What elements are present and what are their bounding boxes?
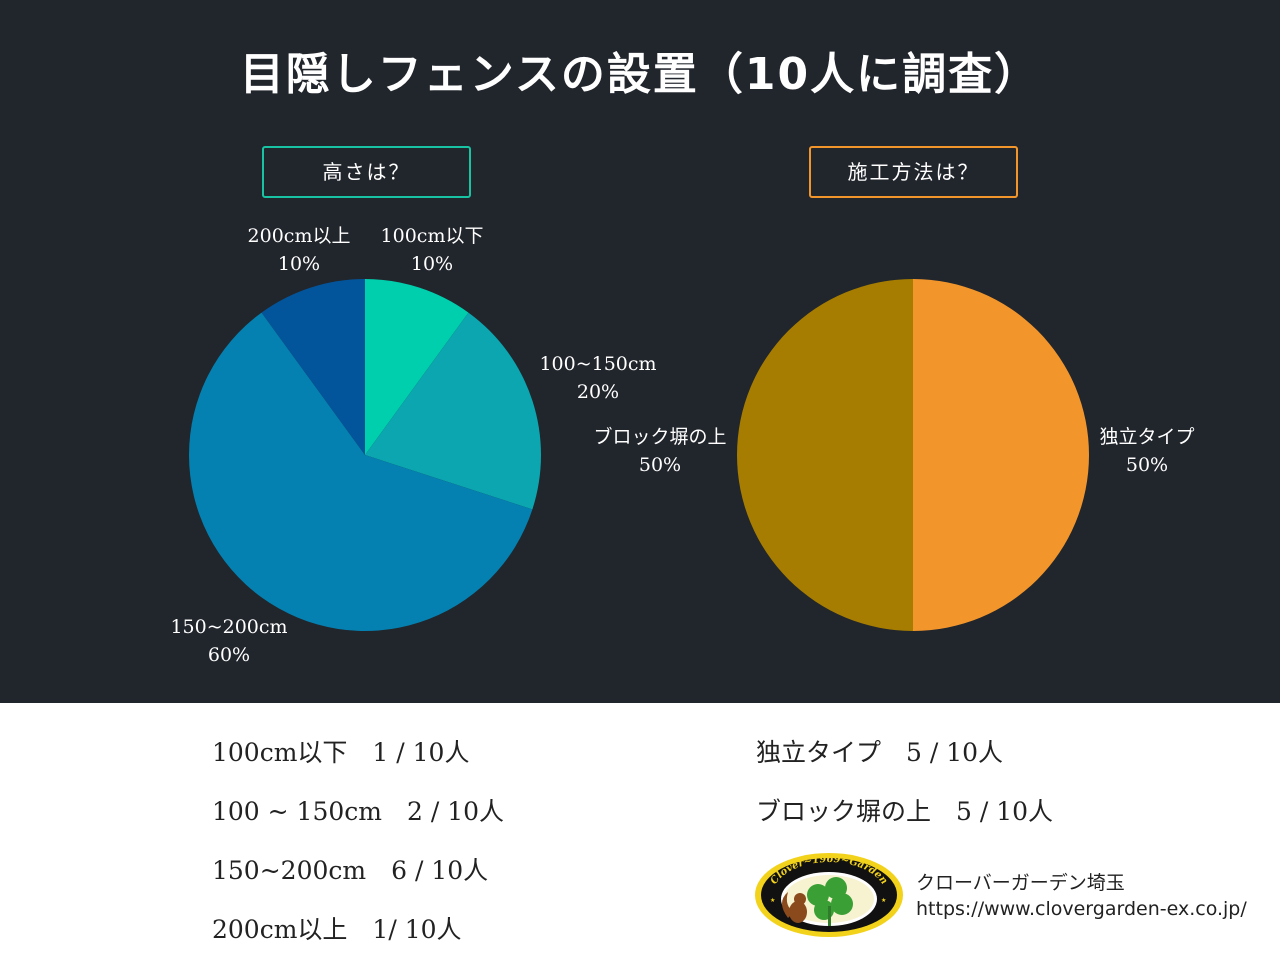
clover-garden-logo: Clover~1969~Garden ★ ★	[755, 853, 903, 937]
pie-left-slice-0	[365, 279, 469, 455]
stat-on-block-wall: ブロック塀の上 5 / 10人	[756, 797, 1054, 826]
svg-text:★: ★	[881, 897, 886, 904]
slice-label-on-block-wall: ブロック塀の上 50%	[593, 426, 727, 476]
stat-100-150cm: 100 ~ 150cm 2 / 10人	[212, 797, 505, 826]
height-question-label: 高さは？	[262, 146, 471, 198]
page-title: 目隠しフェンスの設置（10人に調査）	[239, 49, 1041, 100]
squirrel-icon	[782, 892, 807, 923]
slice-label-100cm-or-less: 100cm以下 10%	[380, 225, 484, 275]
slice-label-200cm-or-more: 200cm以上 10%	[247, 225, 351, 275]
pie-left-slice-3	[261, 279, 365, 455]
pie-left-slice-2	[189, 312, 533, 631]
stat-150-200cm: 150~200cm 6 / 10人	[212, 856, 489, 885]
method-question-label: 施工方法は？	[809, 146, 1018, 198]
dark-header-panel	[0, 0, 1280, 703]
slice-label-standalone-type: 独立タイプ 50%	[1099, 426, 1195, 476]
brand-url[interactable]: https://www.clovergarden-ex.co.jp/	[916, 898, 1247, 920]
stat-standalone-type: 独立タイプ 5 / 10人	[756, 738, 1004, 767]
pie-charts	[189, 279, 1089, 631]
pie-right-slice-0	[913, 279, 1089, 631]
stat-200cm-or-more: 200cm以上 1/ 10人	[212, 915, 462, 944]
pie-right-slice-1	[737, 279, 913, 631]
pie-left-slice-1	[365, 312, 541, 510]
slice-label-100-150cm: 100~150cm 20%	[539, 353, 657, 403]
brand-name: クローバーガーデン埼玉	[916, 872, 1125, 894]
method-pie-chart	[737, 279, 1089, 631]
svg-text:★: ★	[770, 897, 775, 904]
height-pie-chart	[189, 279, 541, 631]
slice-label-150-200cm: 150~200cm 60%	[170, 616, 288, 666]
stat-100cm-or-less: 100cm以下 1 / 10人	[212, 738, 470, 767]
